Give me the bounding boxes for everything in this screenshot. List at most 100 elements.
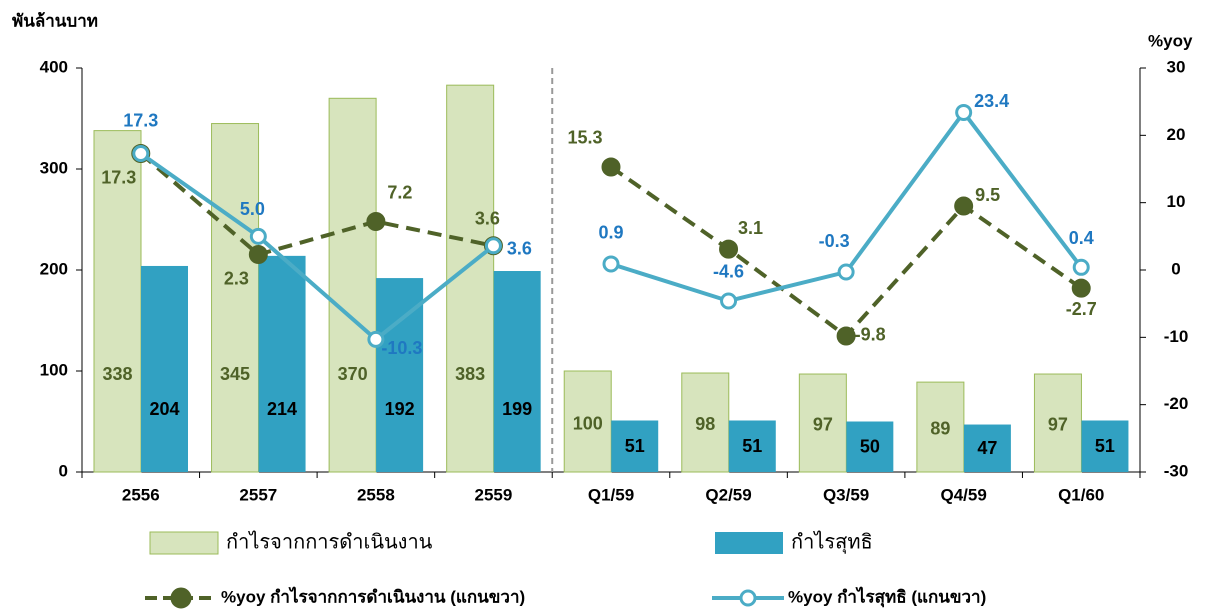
y2-tick-label: 10 — [1167, 192, 1186, 211]
marker — [249, 227, 267, 245]
bar-label: 370 — [338, 364, 368, 384]
y2-tick-label: 30 — [1167, 57, 1186, 76]
x-tick-label: 2558 — [357, 485, 395, 504]
legend-marker — [170, 587, 192, 609]
marker — [602, 255, 620, 273]
bar — [611, 420, 659, 472]
marker — [1072, 258, 1090, 276]
y-tick-label: 300 — [40, 158, 68, 177]
data-label: 7.2 — [387, 182, 412, 202]
legend-label: กำไรจากการดำเนินงาน — [226, 530, 433, 553]
x-tick-label: 2557 — [239, 485, 277, 504]
bar-label: 97 — [813, 415, 833, 435]
bar-label: 98 — [695, 414, 715, 434]
marker — [484, 237, 502, 255]
bar — [1081, 420, 1129, 472]
y-tick-label: 200 — [40, 259, 68, 278]
bar-label: 345 — [220, 364, 250, 384]
marker — [836, 326, 856, 346]
marker — [601, 157, 621, 177]
data-label: 0.9 — [598, 223, 623, 243]
data-label: 3.6 — [475, 209, 500, 229]
data-label: 5.0 — [240, 199, 265, 219]
data-label: 3.6 — [507, 239, 532, 259]
bar-label: 51 — [625, 436, 645, 456]
marker — [367, 330, 385, 348]
y-tick-label: 100 — [40, 360, 68, 379]
data-label: 17.3 — [123, 110, 158, 130]
marker — [720, 292, 738, 310]
bar-label: 383 — [455, 364, 485, 384]
bar — [798, 373, 847, 473]
bar — [681, 372, 730, 473]
bar — [211, 123, 260, 473]
bar — [728, 420, 776, 472]
bar-label: 100 — [573, 413, 603, 433]
bar — [141, 265, 188, 472]
line — [609, 165, 1083, 339]
data-label: 23.4 — [974, 91, 1009, 111]
data-label: 17.3 — [101, 167, 136, 187]
legend-swatch — [715, 532, 783, 554]
y-tick-label: 400 — [40, 57, 68, 76]
data-label: -0.3 — [819, 231, 850, 251]
marker — [366, 212, 386, 232]
x-tick-label: Q1/59 — [588, 485, 634, 504]
data-label: 2.3 — [224, 268, 249, 288]
y2-tick-label: -20 — [1164, 394, 1189, 413]
x-tick-label: Q2/59 — [705, 485, 751, 504]
y-tick-label: 0 — [59, 461, 68, 480]
bar-label: 51 — [742, 436, 762, 456]
legend-swatch — [149, 531, 219, 555]
marker — [719, 239, 739, 259]
y2-axis-label: %yoy — [1148, 31, 1193, 50]
bar-label: 204 — [149, 399, 179, 419]
data-label: 9.5 — [975, 185, 1000, 205]
bar — [846, 421, 894, 472]
marker — [1071, 278, 1091, 298]
bar-label: 47 — [977, 438, 997, 458]
legend-label: กำไรสุทธิ — [791, 530, 873, 554]
y2-tick-label: 0 — [1171, 259, 1180, 278]
bar — [1033, 373, 1082, 473]
y2-tick-label: 20 — [1167, 125, 1186, 144]
x-tick-label: 2556 — [122, 485, 160, 504]
y-axis-label: พันล้านบาท — [12, 11, 98, 30]
data-label: 3.1 — [738, 218, 763, 238]
bar — [963, 424, 1011, 472]
legend-label: %yoy กำไรจากการดำเนินงาน (แกนขวา) — [221, 586, 525, 606]
marker — [837, 263, 855, 281]
marker — [132, 145, 150, 163]
bar — [258, 255, 306, 472]
legend-marker — [739, 589, 757, 607]
x-tick-label: Q4/59 — [941, 485, 987, 504]
data-label: 0.4 — [1069, 228, 1094, 248]
line — [139, 151, 494, 257]
data-label: 15.3 — [567, 128, 602, 148]
bar-label: 192 — [385, 399, 415, 419]
y2-tick-label: -10 — [1164, 327, 1189, 346]
bar — [493, 271, 541, 472]
bar-label: 214 — [267, 399, 297, 419]
data-label: -2.7 — [1066, 299, 1097, 319]
legend-label: %yoy กำไรสุทธิ (แกนขวา) — [788, 586, 986, 607]
line — [139, 151, 495, 342]
bar-label: 50 — [860, 437, 880, 457]
bar-label: 51 — [1095, 436, 1115, 456]
bar — [563, 370, 612, 473]
x-tick-label: 2559 — [475, 485, 513, 504]
x-tick-label: Q1/60 — [1058, 485, 1104, 504]
bar-label: 338 — [102, 364, 132, 384]
marker — [954, 196, 974, 216]
y2-tick-label: -30 — [1164, 461, 1189, 480]
marker — [248, 245, 268, 265]
data-label: -10.3 — [381, 338, 422, 358]
x-tick-label: Q3/59 — [823, 485, 869, 504]
bar-label: 199 — [502, 399, 532, 419]
bar-label: 89 — [930, 419, 950, 439]
data-label: -9.8 — [855, 325, 886, 345]
bar — [328, 97, 377, 473]
bar-label: 97 — [1048, 415, 1068, 435]
marker — [955, 103, 973, 121]
